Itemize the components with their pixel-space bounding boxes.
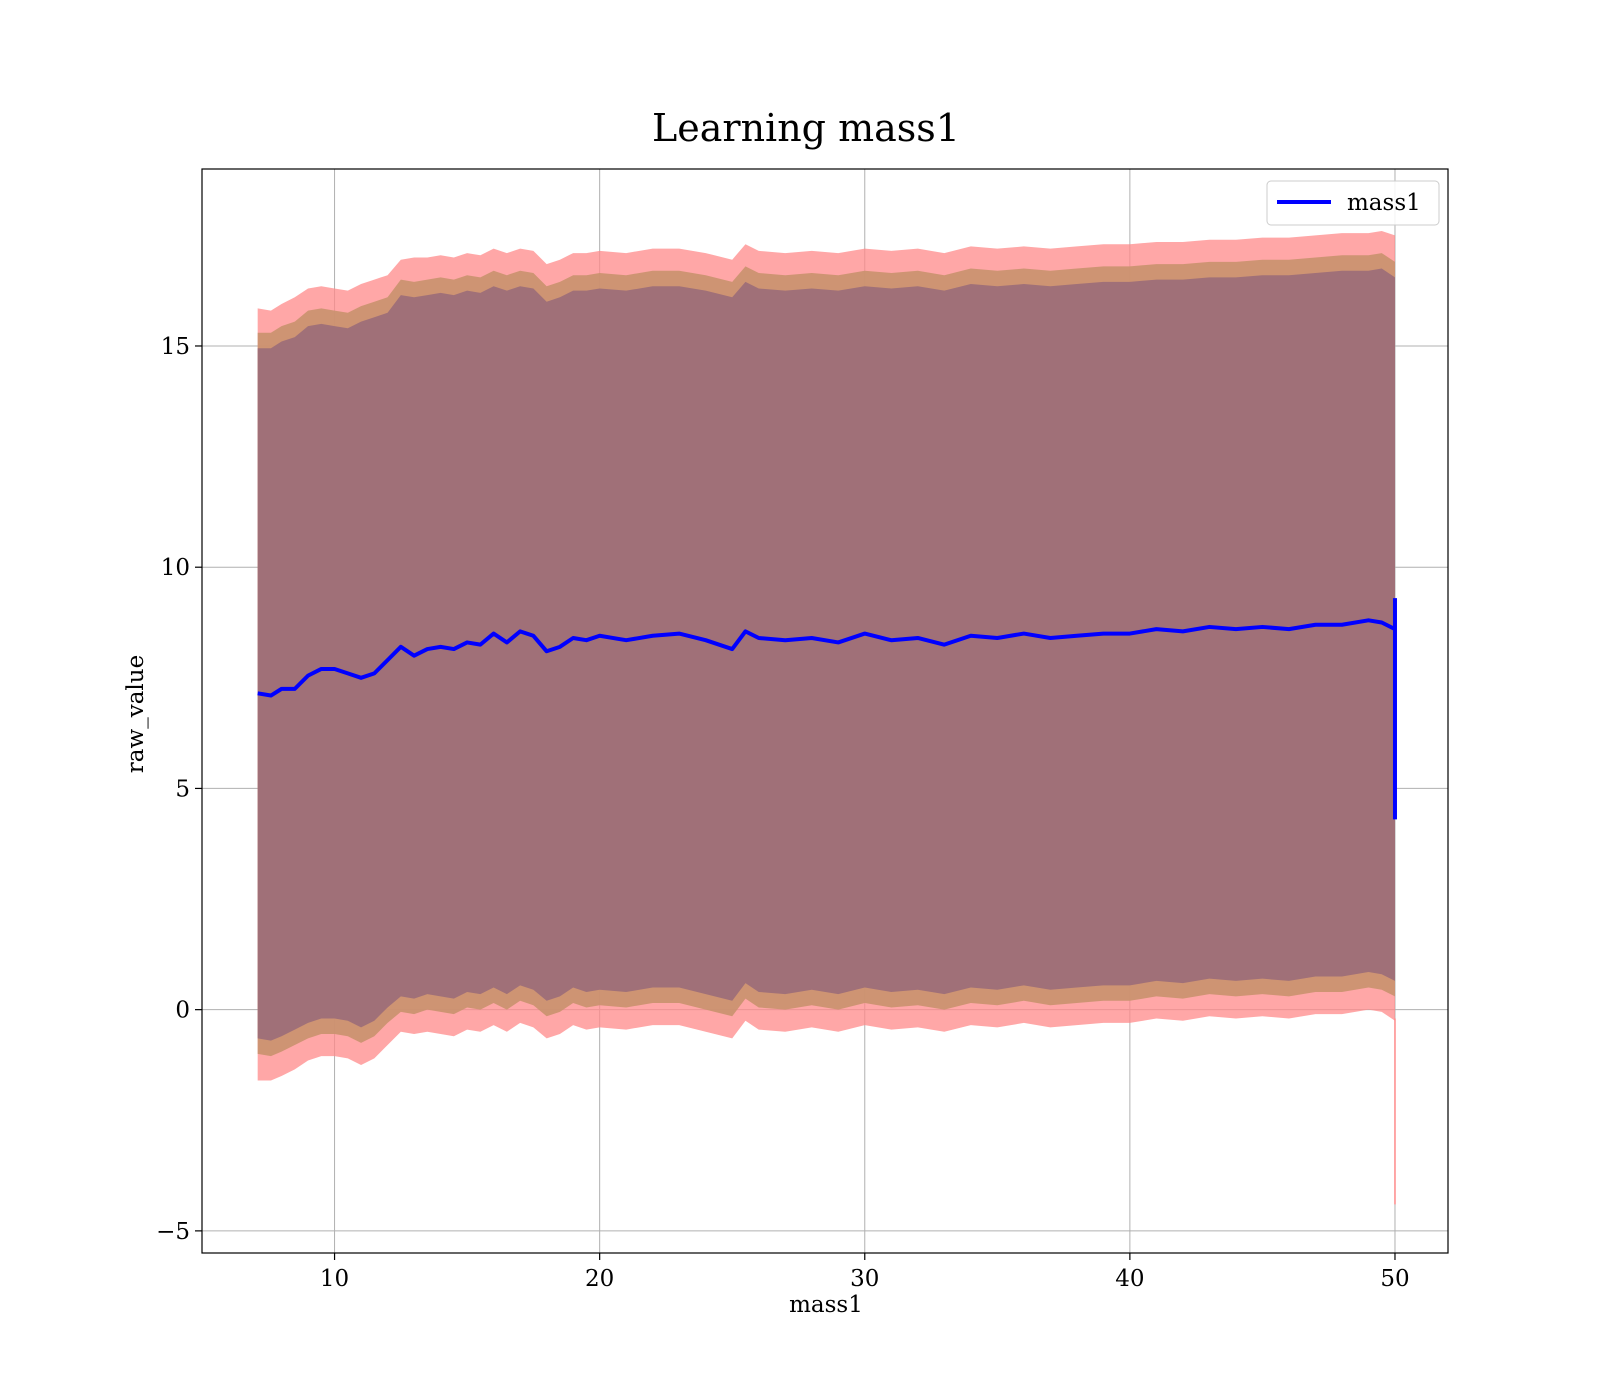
y-tick-label: −5 (156, 1219, 190, 1245)
band-inner (257, 268, 1395, 1041)
y-tick-label: 0 (175, 998, 190, 1024)
legend-label-mass1: mass1 (1347, 190, 1421, 216)
legend: mass1 (1266, 180, 1440, 226)
uncertainty-bands (257, 230, 1396, 1205)
y-tick-label: 10 (161, 555, 190, 581)
x-tick-label: 20 (585, 1266, 614, 1292)
x-tick-label: 10 (320, 1266, 349, 1292)
x-tick-label: 40 (1115, 1266, 1144, 1292)
y-tick-label: 15 (161, 334, 190, 360)
plot-frame (201, 168, 1449, 1254)
chart-title: Learning mass1 (652, 106, 960, 150)
x-axis-label: mass1 (789, 1292, 863, 1318)
ticks: 10 20 30 40 50 −5 0 5 10 15 (156, 334, 1410, 1292)
y-tick-label: 5 (175, 776, 190, 802)
x-tick-label: 30 (850, 1266, 879, 1292)
x-tick-label: 50 (1380, 1266, 1409, 1292)
series-line-mass1 (257, 618, 1396, 698)
y-axis-label: raw_value (123, 655, 149, 773)
legend-box (1266, 180, 1440, 226)
series-lines (257, 598, 1397, 820)
